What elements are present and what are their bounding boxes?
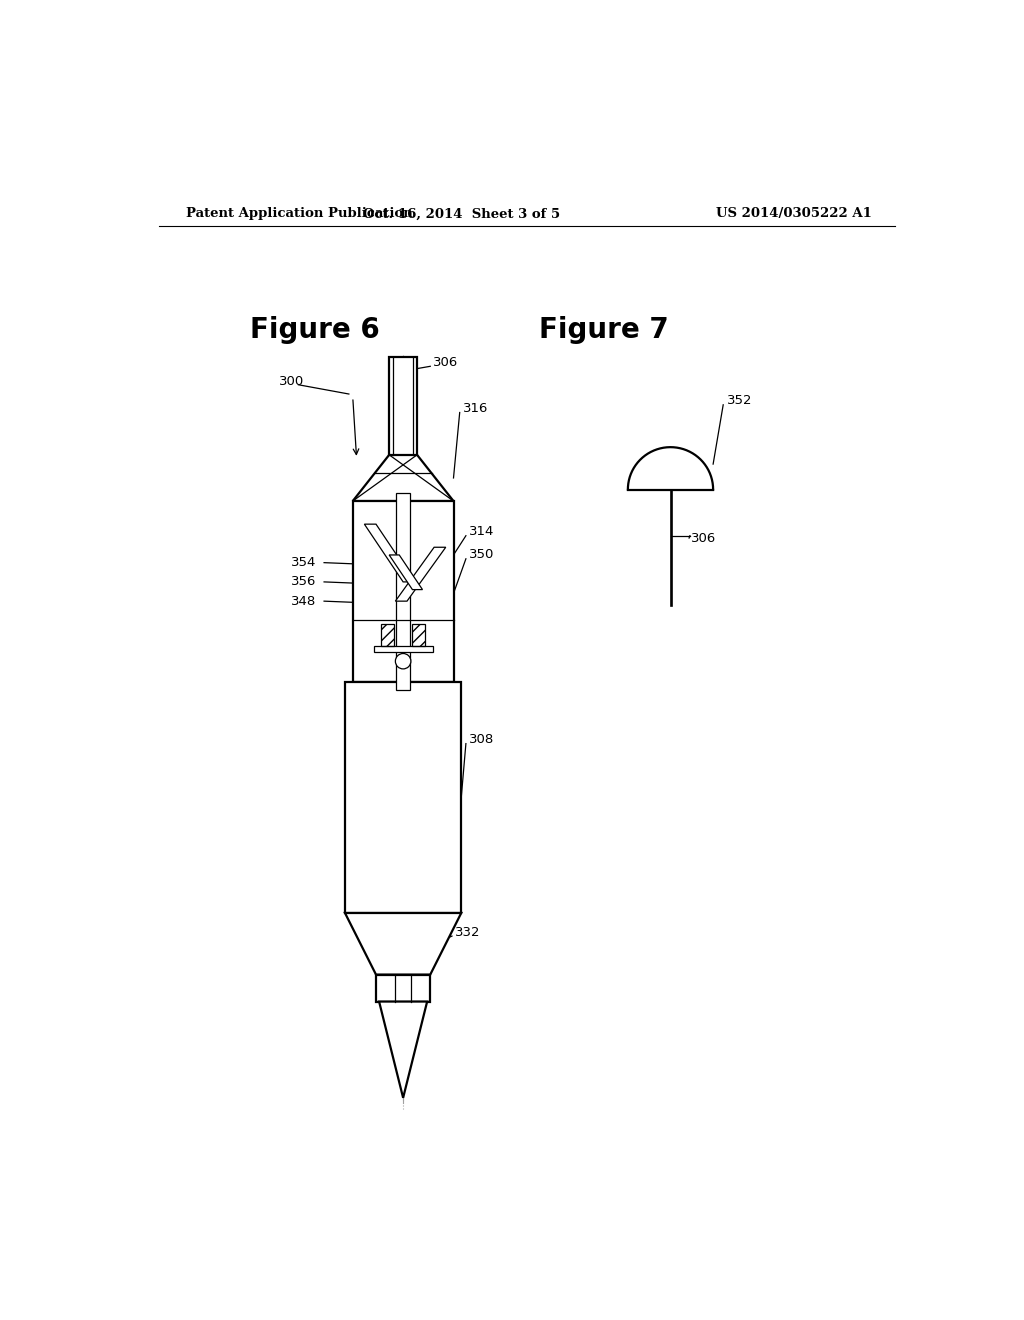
Polygon shape <box>345 913 461 974</box>
Text: Patent Application Publication: Patent Application Publication <box>186 207 413 220</box>
Text: 332: 332 <box>455 925 480 939</box>
Text: 306: 306 <box>432 356 458 370</box>
Bar <box>352 502 454 682</box>
Bar <box>381 624 394 645</box>
Polygon shape <box>389 554 423 590</box>
Text: 348: 348 <box>291 594 316 607</box>
Bar <box>374 645 432 652</box>
Bar <box>376 974 430 1002</box>
Bar <box>389 358 417 455</box>
Text: 350: 350 <box>469 548 495 561</box>
Text: 352: 352 <box>727 395 753 408</box>
Text: 308: 308 <box>469 733 495 746</box>
Text: US 2014/0305222 A1: US 2014/0305222 A1 <box>716 207 872 220</box>
Polygon shape <box>395 548 445 601</box>
Polygon shape <box>379 1002 427 1098</box>
Polygon shape <box>352 455 454 502</box>
Polygon shape <box>365 524 415 582</box>
Circle shape <box>395 653 411 669</box>
Bar <box>345 682 461 913</box>
Text: 354: 354 <box>291 556 316 569</box>
Text: 306: 306 <box>691 532 717 545</box>
Text: 300: 300 <box>280 375 304 388</box>
Text: 356: 356 <box>291 576 316 589</box>
Text: Figure 6: Figure 6 <box>251 317 380 345</box>
Bar <box>413 624 425 645</box>
Text: 314: 314 <box>469 525 495 539</box>
Text: Oct. 16, 2014  Sheet 3 of 5: Oct. 16, 2014 Sheet 3 of 5 <box>362 207 560 220</box>
Text: 316: 316 <box>463 403 488 416</box>
Bar <box>396 494 410 689</box>
Text: Figure 7: Figure 7 <box>539 317 669 345</box>
